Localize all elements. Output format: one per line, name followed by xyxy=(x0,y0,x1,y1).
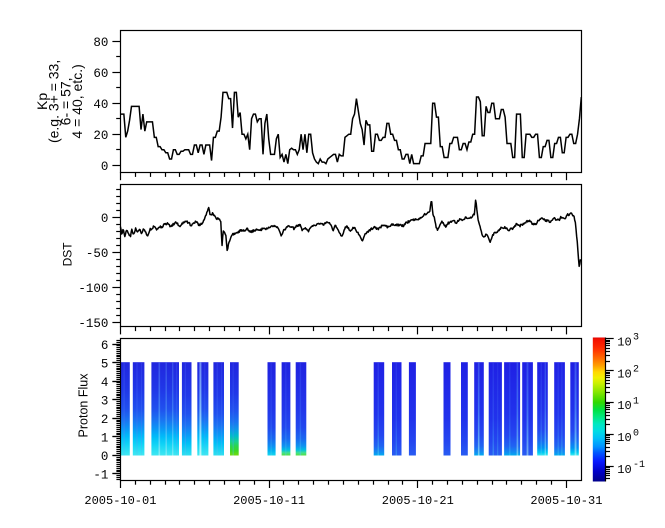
svg-text:-1: -1 xyxy=(93,469,108,483)
svg-text:20: 20 xyxy=(93,129,108,143)
svg-text:6: 6 xyxy=(101,339,109,353)
svg-text:2005-10-01: 2005-10-01 xyxy=(84,494,156,508)
svg-text:-50: -50 xyxy=(86,247,109,261)
svg-text:4: 4 xyxy=(101,376,109,390)
svg-text:DST: DST xyxy=(61,242,75,267)
svg-text:-100: -100 xyxy=(78,282,108,296)
svg-text:2005-10-11: 2005-10-11 xyxy=(233,494,305,508)
svg-text:5: 5 xyxy=(101,357,109,371)
svg-text:6- = 57,: 6- = 57, xyxy=(58,77,74,125)
svg-text:-150: -150 xyxy=(78,317,108,331)
svg-text:Proton Flux: Proton Flux xyxy=(77,373,91,438)
svg-text:2005-10-21: 2005-10-21 xyxy=(382,494,454,508)
svg-text:80: 80 xyxy=(93,36,108,50)
svg-text:2: 2 xyxy=(101,413,109,427)
svg-text:(e.g. 3+ = 33,: (e.g. 3+ = 33, xyxy=(46,60,62,143)
svg-text:4 = 40, etc.): 4 = 40, etc.) xyxy=(69,64,85,138)
svg-text:2005-10-31: 2005-10-31 xyxy=(530,494,602,508)
svg-text:40: 40 xyxy=(93,98,108,112)
svg-text:Kp: Kp xyxy=(34,93,50,110)
svg-text:60: 60 xyxy=(93,67,108,81)
svg-text:3: 3 xyxy=(101,394,109,408)
svg-text:1: 1 xyxy=(101,432,109,446)
svg-text:0: 0 xyxy=(101,212,109,226)
svg-text:0: 0 xyxy=(101,160,109,174)
svg-text:0: 0 xyxy=(101,450,109,464)
